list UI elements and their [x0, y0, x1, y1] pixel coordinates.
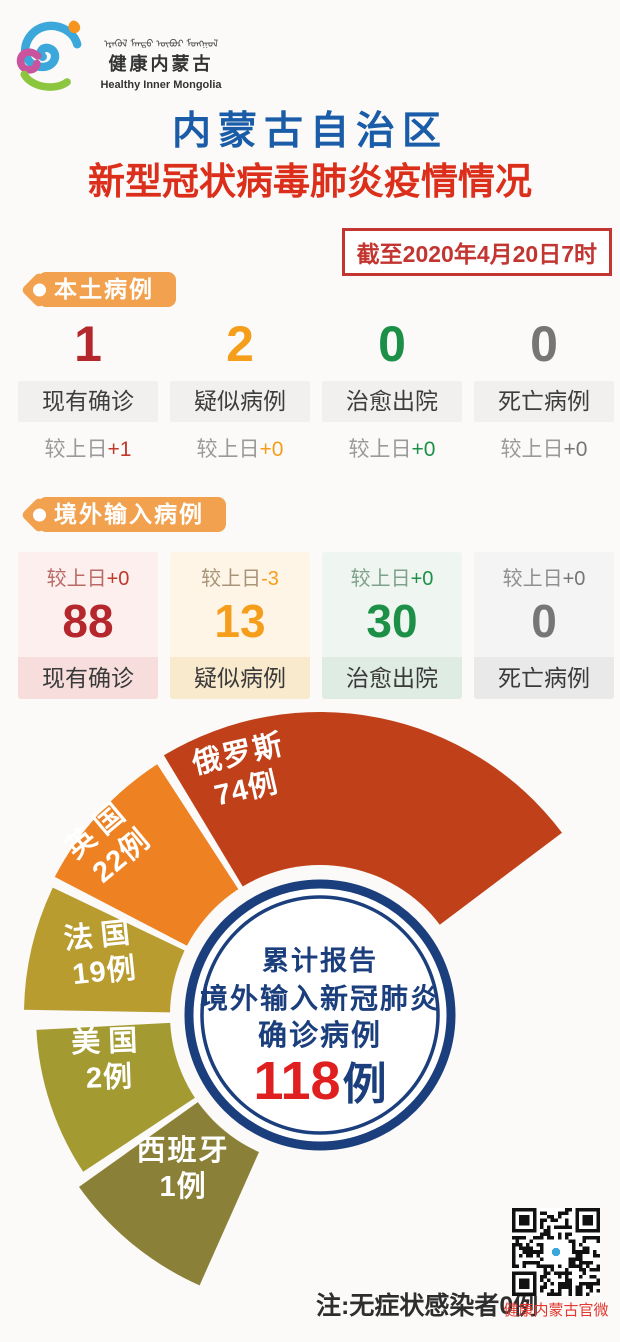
card-delta: 较上日-3 [170, 562, 310, 591]
stat-value: 2 [226, 316, 254, 372]
fan-total-unit: 例 [343, 1060, 387, 1109]
card-value: 0 [531, 595, 557, 647]
fan-wedge-country: 法国 [62, 915, 139, 956]
qr-code [512, 1208, 600, 1296]
card-label: 治愈出院 [322, 657, 462, 699]
stat-delta-value: +0 [259, 438, 284, 461]
org-name-english: Healthy Inner Mongolia [100, 79, 222, 91]
fan-total-value: 118 [253, 1051, 340, 1111]
card-delta: 较上日+0 [474, 562, 614, 591]
stat-column: 2 疑似病例较上日+0 [170, 315, 310, 463]
stat-column: 0 治愈出院较上日+0 [322, 315, 462, 463]
poster-title-region: 内蒙古自治区 [171, 110, 448, 153]
section-tag-local-cases: 本土病例 [33, 272, 176, 307]
stat-delta-value: +0 [563, 438, 588, 461]
fan-wedge-cases: 1例 [159, 1169, 206, 1203]
stat-delta-prefix: 较上日 [196, 438, 260, 461]
fan-wedge-country: 西班牙 [136, 1134, 229, 1167]
poster-title-subject: 新型冠状病毒肺炎疫情情况 [88, 161, 532, 202]
imported-cases-cards-row: 较上日+0 88 现有确诊 较上日-3 13 疑似病例 较上日+0 30 治愈出院 较上日+0 0 死… [18, 552, 614, 699]
tag-dot-icon [33, 283, 46, 296]
card-delta: 较上日+0 [18, 562, 158, 591]
card-label: 现有确诊 [18, 657, 158, 699]
card-delta-value: +0 [562, 568, 586, 590]
stat-value: 1 [74, 316, 102, 372]
org-name-block: ᠡᠷᠡᠭᠦᠯ ᠮᠡᠨᠳᠦ ᠥᠪᠥᠷ ᠮᠣᠩᠭᠣᠯ 健康内蒙古 Healthy I… [96, 32, 226, 91]
card-delta-value: -3 [261, 568, 279, 590]
section-tag-imported-label: 境外输入病例 [54, 501, 204, 527]
card-delta-prefix: 较上日 [502, 568, 563, 590]
org-name-mongolian: ᠡᠷᠡᠭᠦᠯ ᠮᠡᠨᠳᠦ ᠥᠪᠥᠷ ᠮᠣᠩᠭᠣᠯ [103, 39, 219, 48]
health-inner-mongolia-logo-icon [16, 20, 82, 91]
stat-delta-value: +1 [107, 438, 132, 461]
fan-wedge-country: 美国 [71, 1024, 146, 1060]
stat-delta: 较上日+1 [18, 433, 158, 463]
tag-dot-icon [33, 508, 46, 521]
as-of-date-badge: 截至2020年4月20日7时 [341, 228, 612, 276]
asymptomatic-note: 注:无症状感染者0例 [316, 1292, 539, 1320]
stat-label: 死亡病例 [474, 381, 614, 422]
stat-delta: 较上日+0 [170, 433, 310, 463]
fan-center-text-line: 境外输入新冠肺炎 [200, 982, 440, 1014]
stat-delta-prefix: 较上日 [44, 438, 108, 461]
section-tag-imported-cases: 境外输入病例 [33, 497, 226, 532]
stat-delta: 较上日+0 [474, 433, 614, 463]
card-delta-prefix: 较上日 [46, 568, 107, 590]
stat-value: 0 [378, 316, 406, 372]
stat-delta-prefix: 较上日 [348, 438, 412, 461]
imported-stat-card: 较上日-3 13 疑似病例 [170, 552, 310, 699]
card-delta-value: +0 [106, 568, 130, 590]
stat-label: 治愈出院 [322, 381, 462, 422]
qr-caption: 健康内蒙古官微 [503, 1302, 609, 1319]
stat-label: 疑似病例 [170, 381, 310, 422]
card-delta: 较上日+0 [322, 562, 462, 591]
stat-value: 0 [530, 316, 558, 372]
stat-column: 0 死亡病例较上日+0 [474, 315, 614, 463]
org-logo-block: ᠡᠷᠡᠭᠦᠯ ᠮᠡᠨᠳᠦ ᠥᠪᠥᠷ ᠮᠣᠩᠭᠣᠯ 健康内蒙古 Healthy I… [10, 12, 290, 104]
card-label: 死亡病例 [474, 657, 614, 699]
card-value: 30 [366, 595, 418, 647]
section-tag-local-label: 本土病例 [54, 276, 154, 302]
imported-stat-card: 较上日+0 30 治愈出院 [322, 552, 462, 699]
fan-center-inner-ring [200, 895, 440, 1135]
org-name-chinese: 健康内蒙古 [108, 54, 214, 74]
imported-cases-fan-chart: 俄罗斯74例英国22例法国19例美国2例西班牙1例累计报告境外输入新冠肺炎确诊病… [24, 712, 562, 1286]
imported-stat-card: 较上日+0 0 死亡病例 [474, 552, 614, 699]
imported-cases-fan-chart-container: 俄罗斯 74例 英国 22例 法国 19例 美国 2例 西班牙 1例 累计报告 境外输入新冠肺炎 确诊病… [0, 700, 620, 1337]
card-label: 疑似病例 [170, 657, 310, 699]
qr-code-icon [512, 1208, 600, 1296]
fan-center-text-line: 累计报告 [262, 946, 378, 976]
card-delta-prefix: 较上日 [350, 568, 411, 590]
card-value: 13 [214, 595, 266, 647]
fan-center-text-line: 确诊病例 [258, 1018, 382, 1052]
fan-wedge-cases: 2例 [85, 1059, 133, 1095]
stat-label: 现有确诊 [18, 381, 158, 422]
fan-center-total: 118例 [253, 1051, 386, 1111]
fan-wedge-russia [163, 712, 562, 1015]
stat-column: 1 现有确诊较上日+1 [18, 315, 158, 463]
fan-center-outer-ring [184, 879, 456, 1151]
stat-delta-value: +0 [411, 438, 436, 461]
local-cases-stats-row: 1 现有确诊 较上日+1 2 疑似病例 较上日+0 0 治愈出院 较上日+0 0 死亡病例 较上日+0 [18, 315, 614, 463]
card-delta-value: +0 [410, 568, 434, 590]
card-delta-prefix: 较上日 [201, 568, 262, 590]
card-value: 88 [62, 595, 114, 647]
stat-delta: 较上日+0 [322, 433, 462, 463]
stat-delta-prefix: 较上日 [500, 438, 564, 461]
imported-stat-card: 较上日+0 88 现有确诊 [18, 552, 158, 699]
fan-wedge-cases: 19例 [71, 951, 138, 992]
